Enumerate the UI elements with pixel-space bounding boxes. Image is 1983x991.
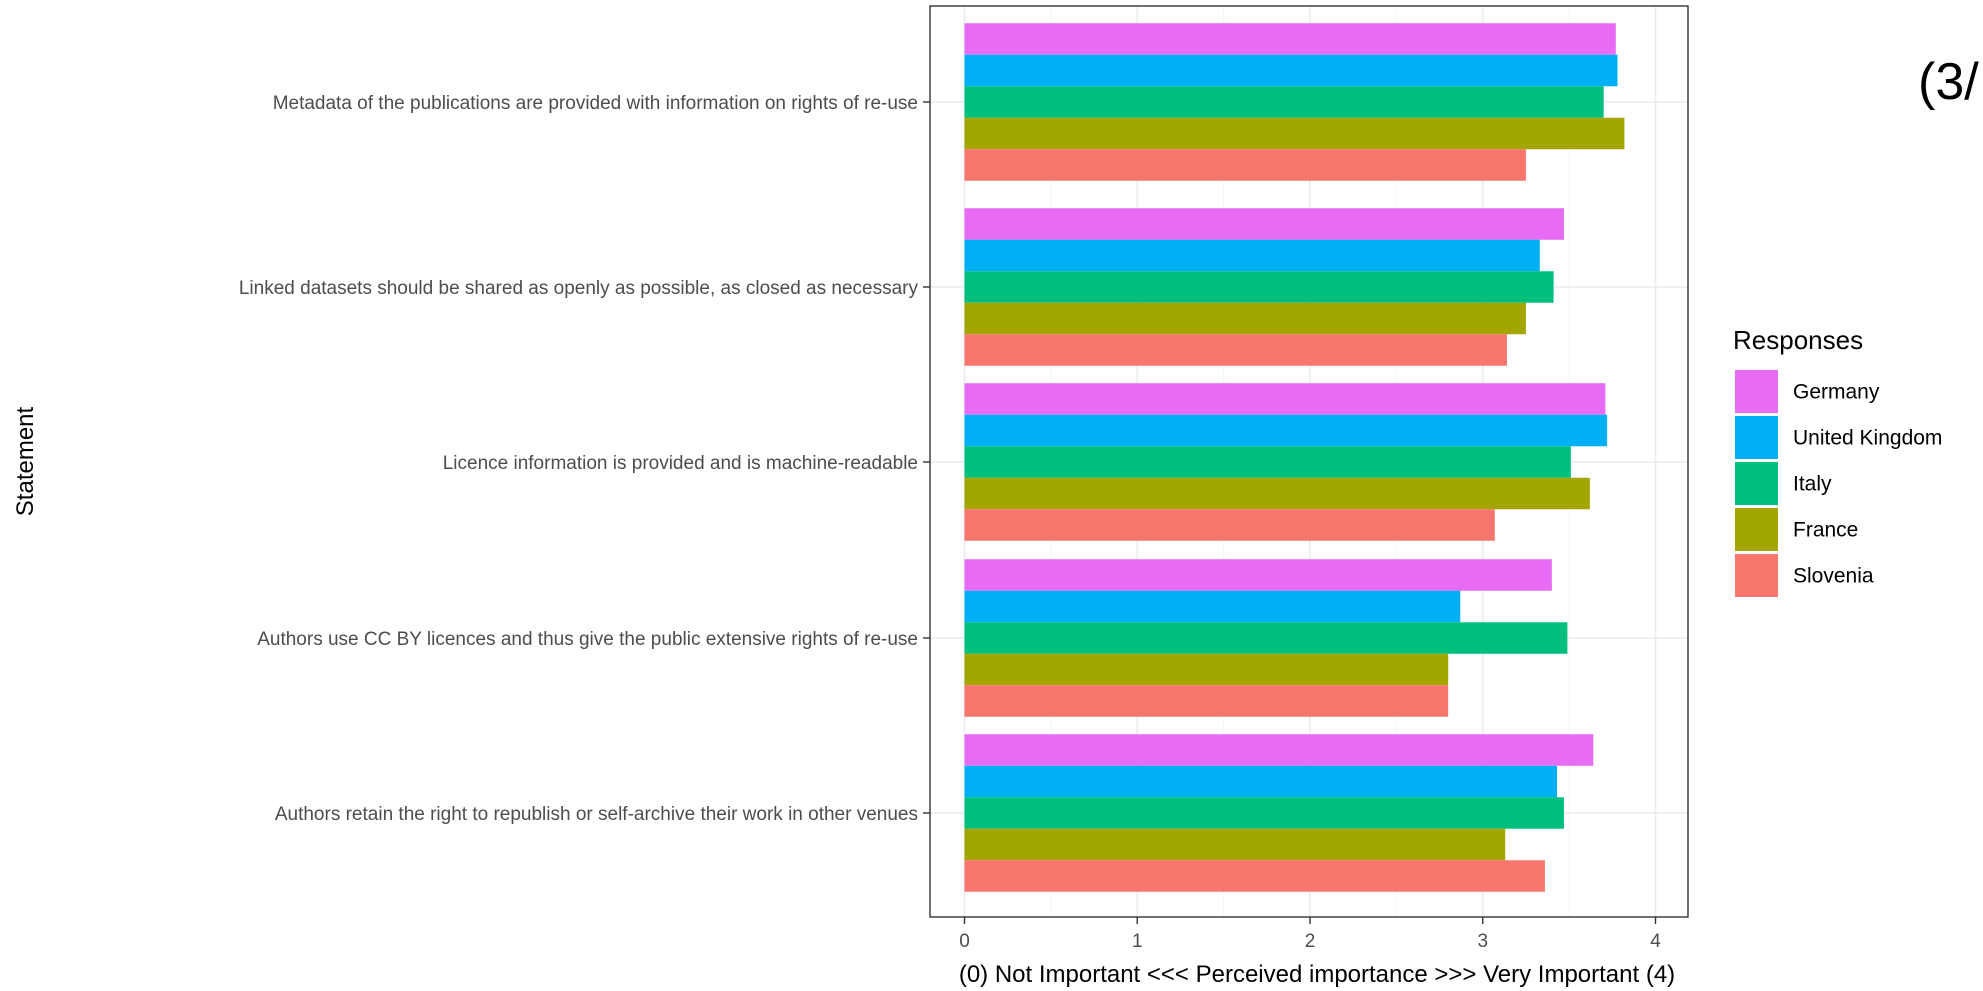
x-tick-label: 2 (1305, 931, 1316, 952)
y-tick-label: Metadata of the publications are provide… (273, 93, 918, 114)
bar (964, 86, 1604, 118)
y-tick-label: Licence information is provided and is m… (443, 453, 918, 474)
y-tick-label: Authors use CC BY licences and thus give… (257, 629, 918, 650)
legend-key (1735, 370, 1778, 413)
legend-key (1735, 554, 1778, 597)
legend-title: Responses (1733, 325, 1863, 355)
bar (964, 23, 1616, 55)
bar (964, 149, 1526, 181)
bar (964, 765, 1558, 798)
legend-label: Slovenia (1793, 565, 1874, 588)
legend: Responses Germany United Kingdom Italy Fran… (1733, 325, 1942, 597)
bar (964, 828, 1506, 861)
bars (964, 23, 1625, 892)
x-tick-label: 4 (1650, 931, 1661, 952)
bar (964, 685, 1449, 717)
bar (964, 509, 1495, 541)
axes: 0 1 2 3 4 Metadata of the publications are pr… (239, 93, 1661, 952)
corner-label: (3/ (1918, 53, 1979, 111)
bar (964, 559, 1552, 591)
bar (964, 477, 1590, 510)
legend-label: Germany (1793, 381, 1880, 404)
bar (964, 208, 1564, 240)
y-tick-label: Linked datasets should be shared as open… (239, 278, 919, 299)
bar (964, 239, 1540, 272)
legend-label: France (1793, 519, 1858, 542)
x-tick-label: 0 (959, 931, 970, 952)
x-axis-title: (0) Not Important <<< Perceived importan… (959, 961, 1675, 988)
bar (964, 117, 1625, 150)
legend-key (1735, 416, 1778, 459)
bar (964, 590, 1461, 623)
bar (964, 383, 1606, 415)
bar (964, 622, 1568, 654)
bar (964, 271, 1554, 303)
bar (964, 302, 1526, 335)
bar (964, 54, 1618, 87)
bar (964, 653, 1449, 686)
bar (964, 860, 1545, 892)
y-tick-label: Authors retain the right to republish or… (275, 804, 918, 825)
legend-key (1735, 462, 1778, 505)
bar (964, 334, 1507, 366)
legend-label: Italy (1793, 473, 1832, 496)
bar (964, 446, 1571, 478)
bar (964, 797, 1564, 829)
y-axis-title: Statement (12, 406, 39, 516)
bar (964, 734, 1594, 766)
legend-key (1735, 508, 1778, 551)
x-tick-label: 3 (1477, 931, 1488, 952)
legend-label: United Kingdom (1793, 427, 1942, 450)
x-tick-label: 1 (1132, 931, 1143, 952)
bar (964, 414, 1608, 447)
